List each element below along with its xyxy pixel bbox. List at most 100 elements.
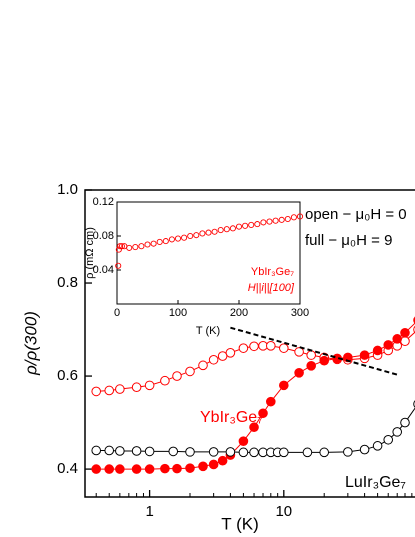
- data-point: [208, 459, 219, 470]
- data-point: [302, 447, 313, 458]
- data-point: [319, 447, 330, 458]
- data-point: [131, 446, 142, 456]
- inset-point: [138, 243, 145, 250]
- y-tick-label: 0.4: [57, 460, 78, 477]
- data-point: [217, 455, 228, 466]
- data-point: [115, 384, 125, 394]
- inset-point: [115, 246, 122, 253]
- inset-point: [260, 219, 267, 226]
- inset-point: [181, 234, 188, 241]
- inset-point: [162, 238, 169, 245]
- data-point: [359, 444, 370, 455]
- data-point: [319, 355, 330, 366]
- data-point: [104, 385, 115, 396]
- inset-point: [118, 243, 125, 250]
- data-point: [266, 341, 276, 351]
- inset-point: [254, 221, 261, 228]
- data-point: [400, 336, 410, 346]
- data-point: [131, 464, 142, 474]
- inset-point: [150, 240, 157, 247]
- data-point: [249, 422, 259, 433]
- data-point: [115, 446, 125, 456]
- data-point: [172, 463, 182, 474]
- inset-point: [126, 244, 133, 251]
- y-axis-label: ρ/ρ(300): [21, 311, 40, 376]
- legend-open: open − μ₀H = 0: [305, 206, 407, 223]
- data-point: [279, 380, 289, 391]
- inset-text: H||i||[100]: [248, 282, 295, 294]
- data-point: [115, 464, 125, 474]
- inset-frame: [116, 201, 301, 305]
- data-point: [383, 340, 394, 350]
- y-tick-label: 0.6: [57, 367, 78, 384]
- data-point: [104, 445, 115, 456]
- inset-point: [199, 230, 206, 237]
- data-point: [343, 447, 353, 457]
- data-point: [392, 427, 403, 437]
- data-point: [249, 447, 259, 458]
- data-point: [400, 417, 410, 428]
- inset-point: [156, 238, 163, 245]
- annotation: LuIr₃Ge₇: [345, 474, 406, 491]
- data-point: [198, 461, 208, 472]
- data-point: [185, 447, 195, 457]
- inset-y-tick-label: 0.04: [93, 264, 114, 276]
- inset-x-tick-label: 100: [169, 307, 187, 319]
- data-point: [91, 386, 102, 397]
- inset-x-tick-label: 300: [291, 307, 309, 319]
- inset-point: [187, 232, 194, 240]
- dashed-line: [230, 326, 398, 376]
- data-point: [91, 445, 102, 456]
- inset-x-tick-label: 0: [114, 307, 120, 319]
- x-tick-label: 1: [145, 503, 153, 520]
- inset-point: [290, 214, 297, 221]
- legend-full: full − μ₀H = 9: [305, 232, 392, 249]
- data-point: [91, 464, 102, 474]
- inset-point: [117, 243, 124, 250]
- data-point: [172, 371, 182, 381]
- inset-point: [217, 226, 224, 234]
- data-point: [104, 464, 115, 474]
- data-point: [144, 446, 155, 457]
- inset-point: [248, 221, 255, 228]
- data-point: [238, 343, 249, 353]
- data-point: [160, 463, 170, 474]
- x-tick-label: 10: [275, 503, 292, 520]
- data-point: [400, 328, 410, 338]
- plot-frame: [84, 189, 415, 498]
- data-point: [372, 345, 383, 356]
- inset-point: [174, 235, 182, 242]
- data-point: [131, 382, 142, 393]
- data-point: [383, 434, 394, 445]
- data-point: [225, 348, 236, 358]
- data-point: [359, 350, 370, 360]
- data-point: [392, 334, 403, 344]
- series-line: [96, 322, 415, 470]
- inset-point: [193, 232, 200, 239]
- data-point: [238, 447, 249, 458]
- inset-y-label: ρ (mΩ cm): [84, 227, 96, 279]
- data-point: [258, 408, 268, 419]
- data-point: [249, 341, 259, 352]
- data-point: [144, 380, 155, 391]
- inset-point: [168, 236, 175, 243]
- inset-point: [284, 215, 291, 223]
- x-axis-label: T (K): [221, 514, 258, 533]
- data-point: [185, 366, 195, 377]
- data-point: [266, 396, 276, 407]
- inset-point: [115, 262, 122, 269]
- inset-point: [235, 223, 243, 230]
- data-point: [306, 361, 316, 371]
- inset-point: [266, 218, 273, 225]
- y-tick-label: 1.0: [57, 181, 78, 198]
- inset-point: [272, 217, 279, 224]
- inset-point: [223, 226, 230, 233]
- data-point: [294, 368, 304, 378]
- inset-point: [205, 229, 212, 236]
- data-point: [279, 343, 289, 353]
- data-point: [185, 463, 195, 473]
- data-point: [306, 350, 316, 360]
- annotation: YbIr₃Ge₇: [200, 409, 263, 426]
- inset-point: [132, 243, 139, 251]
